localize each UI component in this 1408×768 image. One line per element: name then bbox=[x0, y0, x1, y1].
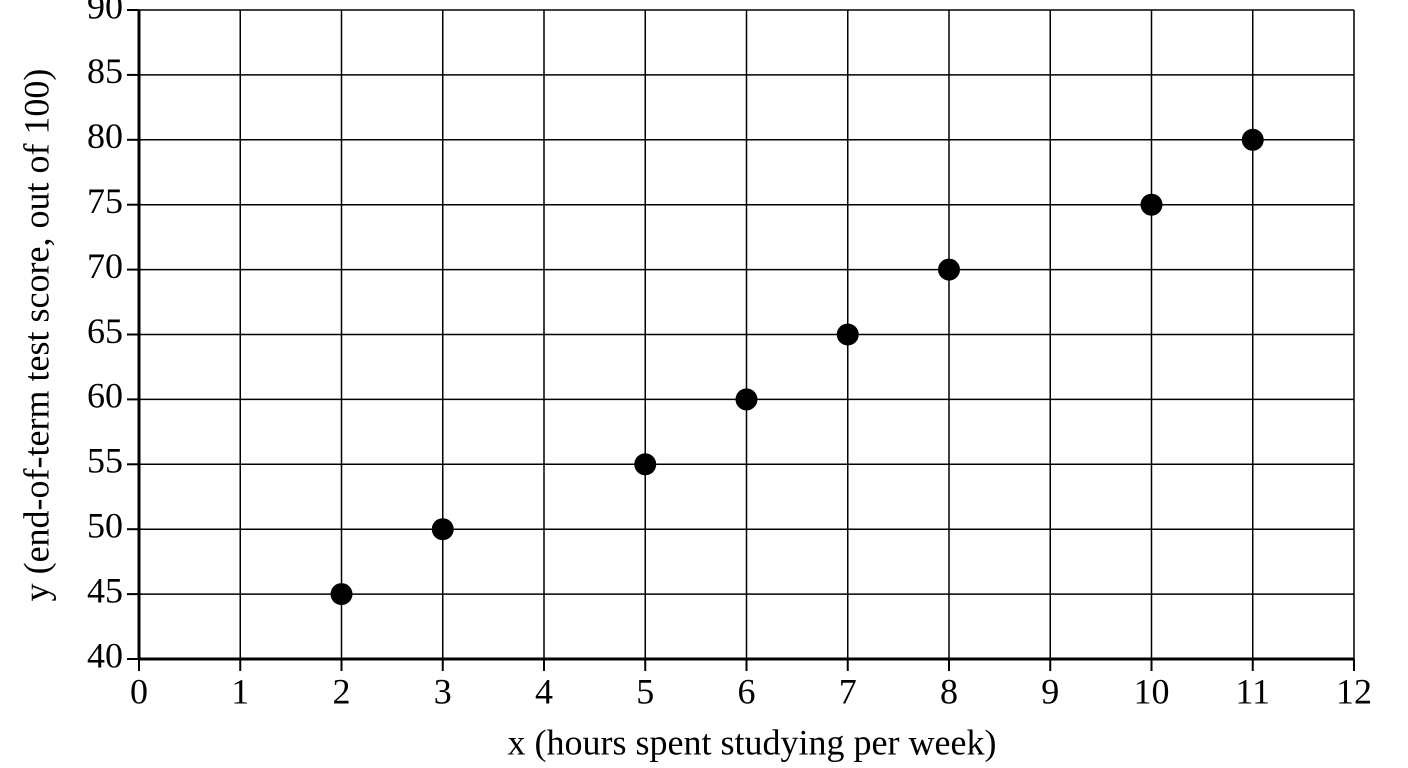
y-tick-label: 60 bbox=[87, 376, 123, 416]
x-tick-label: 2 bbox=[333, 671, 351, 711]
x-tick-label: 8 bbox=[940, 671, 958, 711]
x-tick-label: 9 bbox=[1041, 671, 1059, 711]
point bbox=[330, 583, 353, 606]
y-tick-label: 75 bbox=[87, 181, 123, 221]
x-tick-label: 12 bbox=[1336, 671, 1372, 711]
y-tick-label: 80 bbox=[87, 116, 123, 156]
x-tick-label: 11 bbox=[1235, 671, 1270, 711]
x-axis-label: x (hours spent studying per week) bbox=[508, 722, 997, 762]
y-tick-label: 85 bbox=[87, 51, 123, 91]
y-tick-label: 90 bbox=[87, 0, 123, 26]
point bbox=[735, 388, 758, 411]
x-tick-label: 0 bbox=[130, 671, 148, 711]
y-axis-label: y (end-of-term test score, out of 100) bbox=[16, 69, 56, 602]
x-tick-label: 6 bbox=[738, 671, 756, 711]
x-tick-label: 1 bbox=[231, 671, 249, 711]
y-tick-label: 45 bbox=[87, 570, 123, 610]
y-tick-label: 70 bbox=[87, 246, 123, 286]
y-tick-label: 50 bbox=[87, 505, 123, 545]
point bbox=[1241, 128, 1264, 151]
y-tick-label: 40 bbox=[87, 635, 123, 675]
point bbox=[938, 258, 960, 281]
y-tick-label: 65 bbox=[87, 311, 123, 351]
point bbox=[1140, 193, 1163, 216]
y-tick-label: 55 bbox=[87, 441, 123, 481]
x-tick-label: 10 bbox=[1134, 671, 1170, 711]
x-tick-label: 5 bbox=[636, 671, 654, 711]
x-tick-label: 7 bbox=[839, 671, 857, 711]
point bbox=[836, 323, 859, 346]
point bbox=[431, 518, 454, 541]
x-tick-label: 4 bbox=[535, 671, 553, 711]
x-tick-label: 3 bbox=[434, 671, 452, 711]
point bbox=[634, 453, 657, 476]
